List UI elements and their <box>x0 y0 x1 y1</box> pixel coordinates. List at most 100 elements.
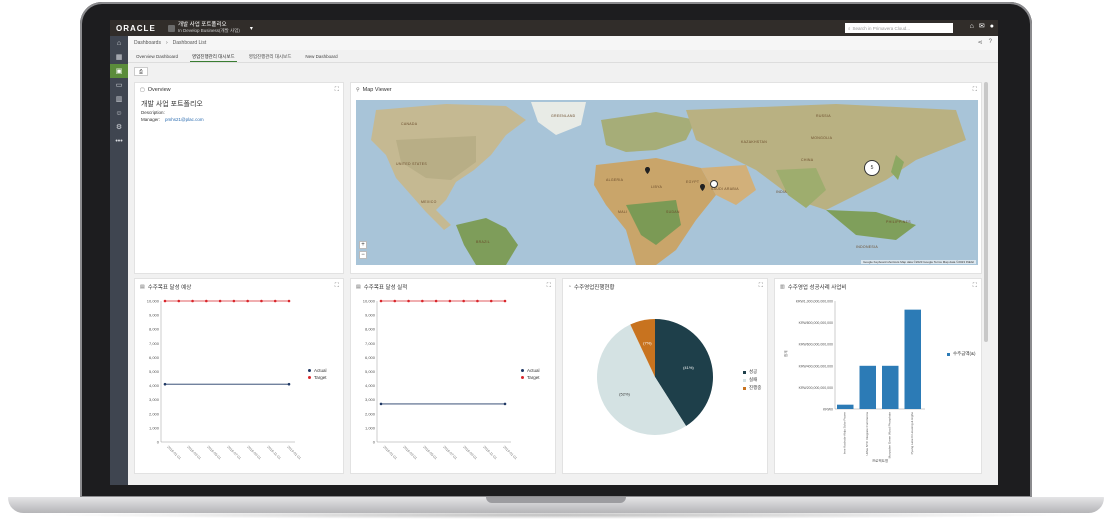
expand-icon[interactable]: ⛶ <box>758 283 763 289</box>
data-point <box>503 402 507 406</box>
data-point <box>260 299 263 303</box>
user-icon[interactable]: ● <box>989 22 994 30</box>
legend-label: 실패 <box>749 377 758 382</box>
settings-icon[interactable]: ⚙ <box>115 124 123 131</box>
zoom-in-button[interactable]: + <box>359 241 367 249</box>
map-pin-icon[interactable] <box>700 184 705 191</box>
data-point <box>191 299 194 303</box>
y-tick-label: 6,000 <box>365 355 376 360</box>
dashboard-icon[interactable]: ▣ <box>110 64 128 78</box>
search-input[interactable]: ⌕ Search in Primavera Cloud... <box>845 23 953 33</box>
notification-icon[interactable]: ✉ <box>978 23 985 30</box>
expand-icon[interactable]: ⛶ <box>334 87 339 93</box>
y-tick-label: 3,000 <box>365 397 376 402</box>
y-tick-label: 10,000 <box>147 299 160 304</box>
y-tick-label: KRW800,000,000,000 <box>799 321 833 325</box>
users-icon[interactable]: ☺ <box>115 109 123 117</box>
data-point <box>407 299 410 303</box>
x-tick-label: 2018-05-01 <box>206 445 222 461</box>
y-tick-label: 10,000 <box>363 299 376 304</box>
data-point <box>163 299 167 303</box>
laptop-notch <box>486 497 626 503</box>
project-subtitle: In Develop Business(개발 사업) <box>178 28 240 33</box>
data-point <box>218 299 222 303</box>
pie-label: (52%) <box>619 391 630 396</box>
scrollbar[interactable] <box>984 82 988 342</box>
oracle-logo[interactable]: ORACLE <box>116 23 156 33</box>
tab-sales-dashboard[interactable]: 영업진행관리 대시보드 <box>190 53 237 62</box>
bar <box>882 365 899 409</box>
help-circle-icon[interactable]: ? <box>988 39 992 45</box>
map-label: CHINA <box>801 158 814 162</box>
legend-swatch-actual <box>308 369 311 372</box>
reports-icon[interactable]: ▥ <box>115 96 123 103</box>
breadcrumb-current[interactable]: Dashboard List <box>172 40 207 46</box>
folder-icon[interactable]: ▭ <box>115 82 123 89</box>
map-viewer-panel: ⚲ Map Viewer ⛶ <box>350 82 982 274</box>
legend-label: 성공 <box>749 369 758 374</box>
world-map <box>356 100 978 265</box>
y-tick-label: 2,000 <box>365 411 376 416</box>
map-canvas[interactable]: CANADA UNITED STATES MEXICO BRAZIL GREEN… <box>356 100 978 265</box>
map-cluster-marker[interactable]: 5 <box>864 160 880 176</box>
y-tick-label: 5,000 <box>365 369 376 374</box>
map-label: INDONESIA <box>856 245 878 249</box>
map-label: CANADA <box>401 122 418 126</box>
chart-icon: ▤ <box>140 284 145 290</box>
overview-panel: ▢ Overview ⛶ 개발 사업 포트폴리오 Description: Man… <box>134 82 344 274</box>
data-point <box>393 299 397 303</box>
project-selector[interactable]: 개발 사업 포트폴리오 In Develop Business(개발 사업) ▾ <box>168 22 253 34</box>
chart-icon: ▤ <box>356 284 361 290</box>
map-pin-icon[interactable] <box>645 167 650 174</box>
expand-icon[interactable]: ⛶ <box>972 87 977 93</box>
pie-label: (41%) <box>683 365 694 370</box>
more-icon[interactable]: ••• <box>115 137 123 145</box>
y-tick-label: 4,000 <box>149 383 160 388</box>
breadcrumb-root[interactable]: Dashboards <box>134 40 161 46</box>
bar-chart-icon: ▥ <box>780 284 785 290</box>
legend-label: Target <box>314 375 327 380</box>
map-label: LIBYA <box>651 185 663 189</box>
map-cluster-small[interactable]: · <box>710 180 718 188</box>
chevron-down-icon[interactable]: ▾ <box>249 25 253 32</box>
y-tick-label: 8,000 <box>365 327 376 332</box>
expand-icon[interactable]: ⛶ <box>972 283 977 289</box>
map-credit: Google Keyboard shortcuts Map data ©2023… <box>861 260 976 264</box>
legend-swatch-target <box>308 376 311 379</box>
manager-email-link[interactable]: pmhs21@plac.com <box>165 117 204 122</box>
search-placeholder: Search in Primavera Cloud... <box>852 25 911 31</box>
tab-overview-dashboard[interactable]: Overview Dashboard <box>136 54 179 59</box>
laptop-shadow <box>40 511 1072 519</box>
x-tick-label: 2018-03-01 <box>186 445 202 461</box>
zoom-out-button[interactable]: − <box>359 251 367 259</box>
data-point <box>287 299 291 303</box>
map-label: EGYPT <box>686 180 700 184</box>
x-tick-label: 2018-01-01 <box>382 445 398 461</box>
portfolio-nav-icon[interactable]: ▦ <box>115 54 123 61</box>
y-tick-label: KRW600,000,000,000 <box>799 343 833 347</box>
tab-sales-dashboard-2[interactable]: 영업진행관리 대시보드 <box>248 54 292 59</box>
bar <box>859 365 876 409</box>
data-point <box>489 299 493 303</box>
x-tick-label: 2018-05-01 <box>422 445 438 461</box>
chart2-title: 수주목표 달성 실적 <box>363 285 408 291</box>
expand-icon[interactable]: ⛶ <box>546 283 551 289</box>
map-label: UNITED STATES <box>396 162 427 166</box>
map-label: BRAZIL <box>476 240 491 244</box>
share-icon[interactable]: ⋖ <box>977 40 983 46</box>
data-point <box>379 299 383 303</box>
x-tick-label: 2018-07-01 <box>442 445 458 461</box>
description-label: Description: <box>141 110 165 115</box>
y-tick-label: KRW200,000,000,000 <box>799 386 833 390</box>
data-point <box>163 382 167 386</box>
print-button[interactable]: ⎙ <box>134 67 148 76</box>
help-icon[interactable]: ⌂ <box>969 22 974 30</box>
home-icon[interactable]: ⌂ <box>116 39 122 47</box>
legend-label: Actual <box>314 368 327 373</box>
data-point <box>503 299 507 303</box>
x-tick-label: 2018-11-01 <box>482 445 497 460</box>
y-tick-label: 5,000 <box>149 369 160 374</box>
tab-new-dashboard[interactable]: New Dashboard <box>305 54 338 59</box>
bar <box>904 309 921 409</box>
expand-icon[interactable]: ⛶ <box>334 283 339 289</box>
